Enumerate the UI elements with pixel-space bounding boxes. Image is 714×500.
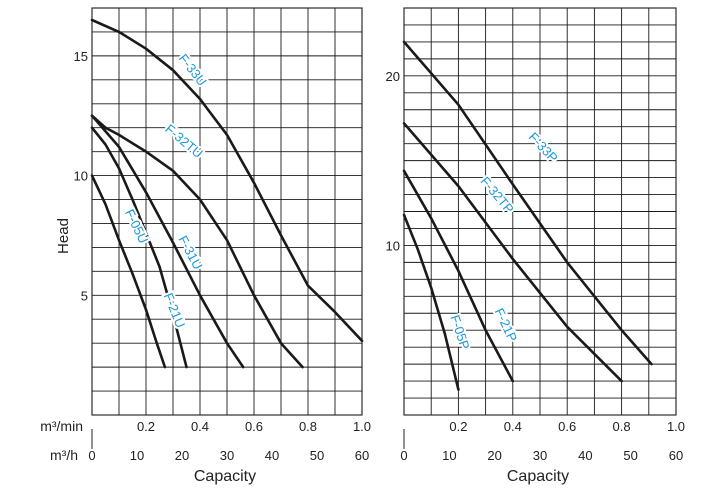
- curve-f-05u: [90, 174, 167, 369]
- grid-right: [403, 7, 677, 416]
- x-tick-label-m3h: 0: [88, 448, 95, 463]
- x-tick-label-m3h: 40: [578, 448, 592, 463]
- plot-frame-right: [403, 7, 677, 416]
- curve-f-33u: [90, 18, 364, 343]
- x-tick-label-m3h: 20: [175, 448, 189, 463]
- x-tick-label-m3min: 1.0: [353, 419, 371, 434]
- series-label: F-05U: [122, 207, 151, 246]
- x-tick-label-m3h: 10: [442, 448, 456, 463]
- curve-f-32tu: [90, 114, 304, 369]
- y-tick-label: 15: [74, 49, 88, 64]
- panel-right: 10 20 0.2 0.4 0.6 0.8 1.0 0 10 20 30 40 50 60 Capacity…: [386, 7, 685, 485]
- x-tick-label-m3h: 30: [220, 448, 234, 463]
- x-tick-label-m3h: 50: [310, 448, 324, 463]
- panel-left: 5 10 15 0.2 0.4 0.6 0.8 1.0 0 10 20 30 40 50 60 Capacit…: [74, 7, 371, 485]
- series-label: F-21U: [161, 291, 188, 330]
- curve-f-21p: [402, 169, 515, 383]
- x-tick-label-m3h: 10: [130, 448, 144, 463]
- x-tick-label-m3min: 0.6: [245, 419, 263, 434]
- series-label: F-31U: [175, 233, 205, 272]
- y-axis-title: Head: [55, 218, 72, 254]
- series-label: F-21P: [492, 306, 521, 344]
- plot-frame-left: [91, 7, 363, 416]
- row-label-m3min: m³/min: [40, 418, 83, 434]
- row-label-m3h: m³/h: [50, 447, 78, 463]
- x-axis-title: Capacity: [507, 468, 569, 485]
- curve-f-32tp: [402, 122, 623, 383]
- series-label: F-33P: [526, 129, 561, 165]
- x-tick-label-m3h: 0: [400, 448, 407, 463]
- x-tick-label-m3min: 0.2: [449, 419, 467, 434]
- series-label: F-05P: [447, 313, 472, 351]
- x-tick-label-m3min: 0.8: [613, 419, 631, 434]
- curve-f-33p: [402, 40, 653, 366]
- x-tick-label-m3min: 0.8: [299, 419, 317, 434]
- x-axis-title: Capacity: [194, 468, 256, 485]
- y-tick-label: 10: [74, 169, 88, 184]
- x-tick-label-m3h: 50: [623, 448, 637, 463]
- x-tick-label-m3min: 1.0: [667, 419, 685, 434]
- x-tick-label-m3h: 30: [533, 448, 547, 463]
- curve-f-31u: [90, 114, 245, 369]
- x-tick-label-m3min: 0.6: [558, 419, 576, 434]
- curve-f-21u: [90, 126, 188, 369]
- x-tick-label-m3h: 20: [487, 448, 501, 463]
- y-tick-label: 20: [386, 69, 400, 84]
- x-tick-label-m3h: 60: [355, 448, 369, 463]
- y-tick-label: 10: [386, 238, 400, 253]
- x-tick-label-m3h: 40: [265, 448, 279, 463]
- series-label: F-33U: [176, 51, 210, 89]
- x-tick-label-m3min: 0.4: [191, 419, 209, 434]
- x-tick-label-m3min: 0.4: [504, 419, 522, 434]
- x-tick-label-m3h: 60: [669, 448, 683, 463]
- curve-f-05p: [402, 213, 460, 391]
- series-label: F-32TU: [162, 121, 205, 161]
- x-tick-label-m3min: 0.2: [137, 419, 155, 434]
- y-tick-label: 5: [81, 288, 88, 303]
